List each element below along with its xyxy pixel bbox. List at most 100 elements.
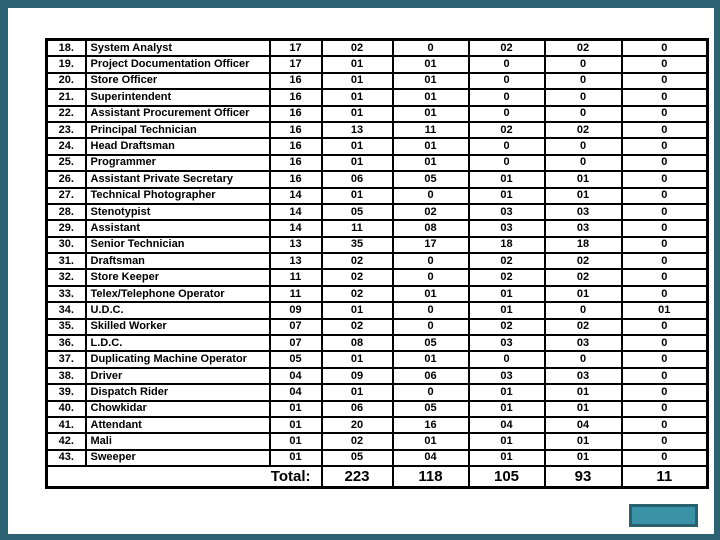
value-cell: 01 [320,383,394,402]
value-cell: 0 [543,55,623,74]
designation-cell: Sweeper [84,448,271,468]
grade-cell: 14 [268,219,323,238]
grade-cell: 01 [268,448,323,468]
designation-cell: Principal Technician [84,120,271,140]
table-row: 32. Store Keeper 11 02 0 02 02 0 [45,268,709,287]
value-cell: 01 [320,104,394,123]
total-label: Total: [45,465,323,489]
sr-cell: 37. [45,350,87,369]
value-cell: 02 [320,317,394,337]
table-row: 33. Telex/Telephone Operator 11 02 01 01 01 0 [45,284,709,304]
table-row: 39. Dispatch Rider 04 01 0 01 01 0 [45,383,709,402]
value-cell: 0 [620,432,709,451]
value-cell: 03 [467,202,546,222]
sr-cell: 33. [45,284,87,304]
grade-cell: 13 [268,252,323,271]
value-cell: 0 [467,153,546,173]
value-cell: 0 [391,252,470,271]
value-cell: 08 [391,219,470,238]
value-cell: 01 [543,170,623,189]
value-cell: 01 [467,448,546,468]
value-cell: 0 [391,383,470,402]
designation-cell: Chowkidar [84,399,271,419]
designation-cell: Dispatch Rider [84,383,271,402]
value-cell: 03 [543,219,623,238]
value-cell: 0 [620,350,709,369]
value-cell: 01 [391,71,470,91]
value-cell: 0 [620,448,709,468]
value-cell: 0 [620,219,709,238]
table-row: 38. Driver 04 09 06 03 03 0 [45,366,709,386]
value-cell: 01 [543,383,623,402]
value-cell: 01 [467,186,546,205]
designation-cell: Store Keeper [84,268,271,287]
value-cell: 03 [543,202,623,222]
value-cell: 01 [391,55,470,74]
table-row: 41. Attendant 01 20 16 04 04 0 [45,415,709,435]
value-cell: 02 [320,268,394,287]
grade-cell: 16 [268,120,323,140]
sr-cell: 18. [45,38,87,58]
designation-cell: Head Draftsman [84,137,271,156]
value-cell: 0 [620,170,709,189]
value-cell: 0 [391,301,470,320]
value-cell: 0 [391,38,470,58]
designation-cell: Driver [84,366,271,386]
designation-cell: Programmer [84,153,271,173]
value-cell: 0 [620,268,709,287]
value-cell: 0 [620,399,709,419]
table-row: 40. Chowkidar 01 06 05 01 01 0 [45,399,709,419]
designation-cell: Mali [84,432,271,451]
value-cell: 16 [391,415,470,435]
designation-cell: Stenotypist [84,202,271,222]
designation-cell: Attendant [84,415,271,435]
value-cell: 0 [620,186,709,205]
value-cell: 02 [320,38,394,58]
sr-cell: 41. [45,415,87,435]
value-cell: 02 [391,202,470,222]
table-row: 31. Draftsman 13 02 0 02 02 0 [45,252,709,271]
value-cell: 0 [543,88,623,107]
grade-cell: 07 [268,317,323,337]
table-row: 34. U.D.C. 09 01 0 01 0 01 [45,301,709,320]
grade-cell: 04 [268,366,323,386]
value-cell: 0 [620,366,709,386]
table-row: 22. Assistant Procurement Officer 16 01 01 0 0… [45,104,709,123]
value-cell: 0 [620,334,709,353]
value-cell: 0 [620,153,709,173]
slide-nav-button[interactable] [629,504,698,527]
value-cell: 01 [320,88,394,107]
value-cell: 01 [391,350,470,369]
designation-cell: Skilled Worker [84,317,271,337]
value-cell: 09 [320,366,394,386]
value-cell: 0 [620,55,709,74]
value-cell: 01 [391,284,470,304]
sr-cell: 30. [45,235,87,255]
table-row: 28. Stenotypist 14 05 02 03 03 0 [45,202,709,222]
table-row: 27. Technical Photographer 14 01 0 01 01 0 [45,186,709,205]
value-cell: 18 [467,235,546,255]
value-cell: 01 [543,186,623,205]
value-cell: 0 [467,104,546,123]
table-row: 30. Senior Technician 13 35 17 18 18 0 [45,235,709,255]
grade-cell: 14 [268,186,323,205]
value-cell: 0 [620,120,709,140]
value-cell: 0 [620,383,709,402]
value-cell: 35 [320,235,394,255]
value-cell: 03 [467,366,546,386]
value-cell: 01 [467,301,546,320]
staff-table: 18. System Analyst 17 02 0 02 02 0 19. Project Do… [45,38,709,490]
designation-cell: Senior Technician [84,235,271,255]
sr-cell: 43. [45,448,87,468]
value-cell: 03 [543,334,623,353]
value-cell: 11 [320,219,394,238]
value-cell: 02 [467,38,546,58]
grade-cell: 11 [268,284,323,304]
value-cell: 0 [620,317,709,337]
designation-cell: Duplicating Machine Operator [84,350,271,369]
table-row: 20. Store Officer 16 01 01 0 0 0 [45,71,709,91]
value-cell: 01 [320,301,394,320]
value-cell: 01 [391,104,470,123]
value-cell: 02 [543,120,623,140]
